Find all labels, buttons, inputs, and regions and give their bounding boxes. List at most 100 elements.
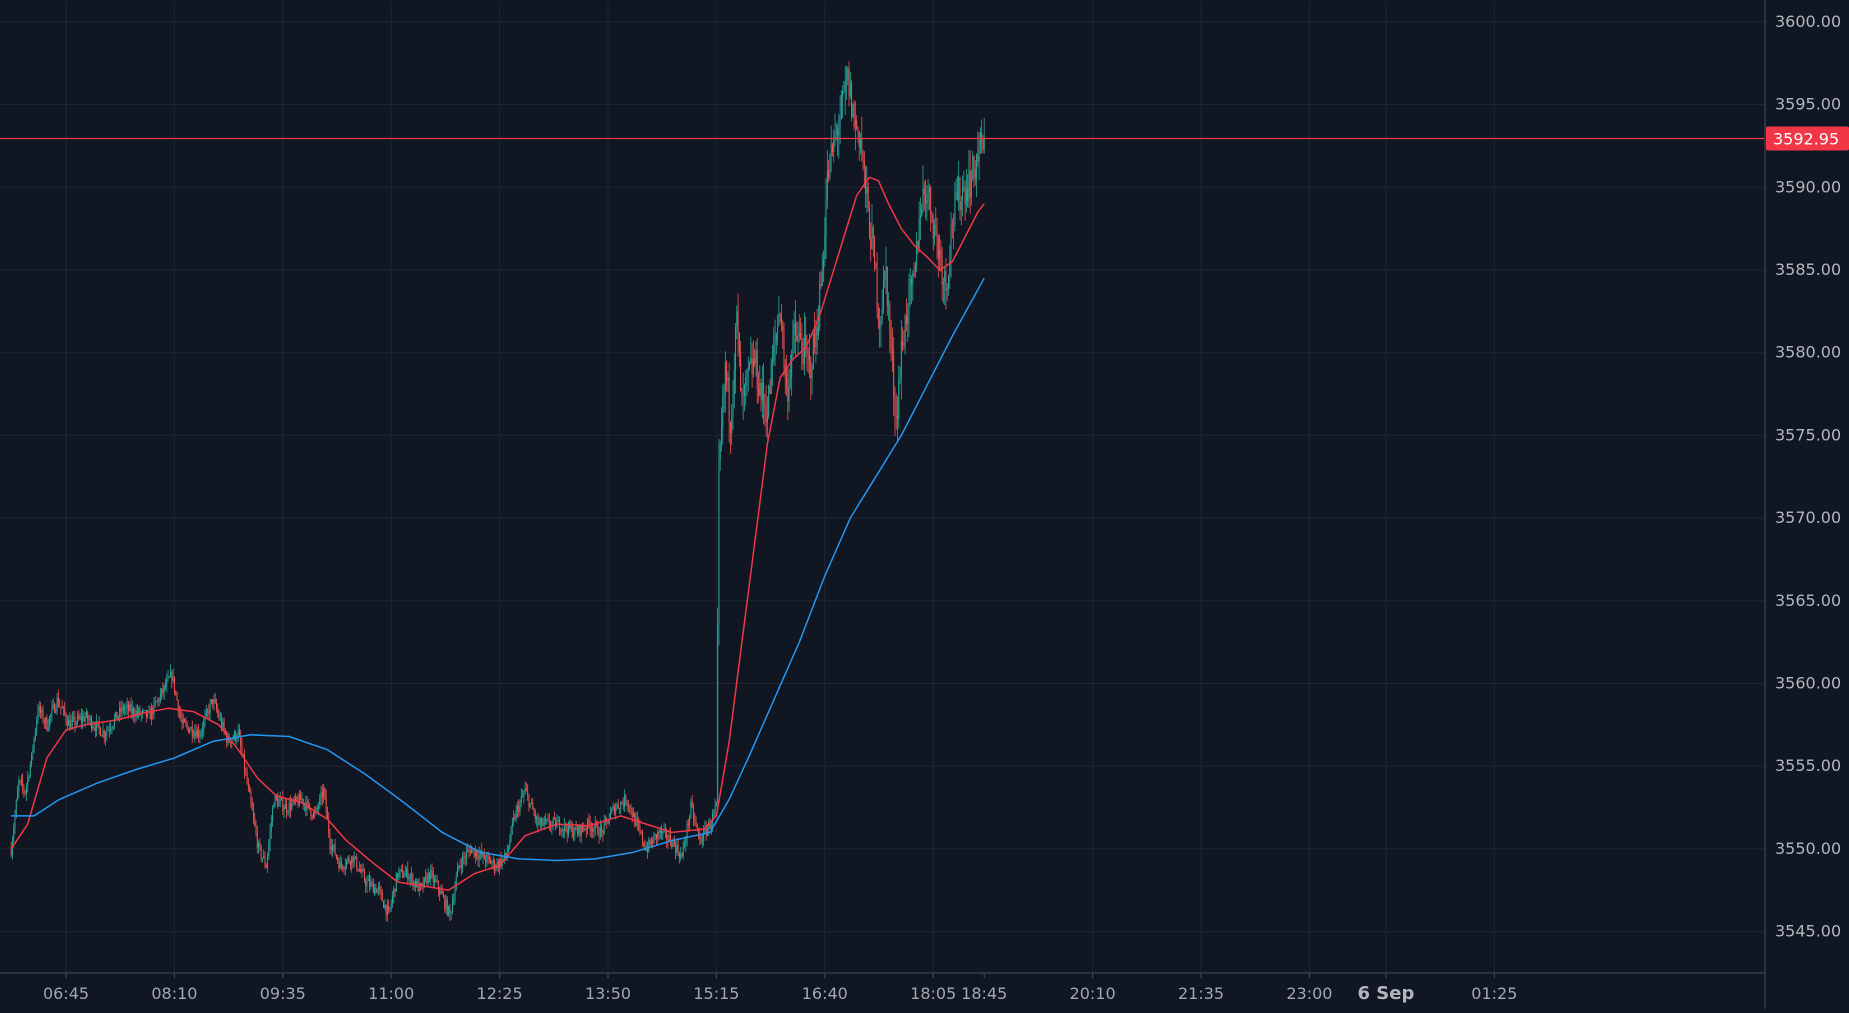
candle[interactable]	[676, 838, 678, 856]
candle[interactable]	[110, 721, 112, 735]
candle[interactable]	[339, 854, 341, 870]
candle[interactable]	[914, 261, 916, 279]
candle[interactable]	[654, 833, 656, 841]
candle[interactable]	[479, 849, 481, 861]
candle[interactable]	[247, 777, 249, 792]
candle[interactable]	[742, 372, 744, 420]
candle[interactable]	[111, 726, 113, 735]
candle[interactable]	[530, 798, 532, 805]
candle[interactable]	[738, 332, 740, 367]
candle[interactable]	[944, 267, 946, 306]
candle[interactable]	[369, 871, 371, 892]
candle[interactable]	[138, 706, 140, 720]
candle[interactable]	[602, 829, 604, 842]
candle[interactable]	[913, 262, 915, 278]
candle[interactable]	[787, 366, 789, 420]
candle[interactable]	[120, 700, 122, 721]
candle[interactable]	[899, 366, 901, 385]
candle[interactable]	[328, 812, 330, 838]
candle[interactable]	[593, 825, 595, 838]
candle[interactable]	[894, 386, 896, 437]
candle[interactable]	[860, 132, 862, 155]
candle[interactable]	[105, 731, 107, 746]
candle[interactable]	[909, 267, 911, 307]
candle[interactable]	[778, 295, 780, 327]
candle[interactable]	[70, 714, 72, 731]
candle[interactable]	[486, 851, 488, 867]
candle[interactable]	[874, 235, 876, 272]
candle[interactable]	[745, 370, 747, 406]
candle[interactable]	[59, 698, 61, 708]
candle[interactable]	[83, 711, 85, 723]
candle[interactable]	[508, 845, 510, 853]
candle[interactable]	[621, 800, 623, 805]
candle[interactable]	[340, 856, 342, 871]
candle[interactable]	[85, 708, 87, 719]
candle[interactable]	[681, 852, 683, 859]
candle[interactable]	[39, 701, 41, 719]
candle[interactable]	[335, 854, 337, 860]
candle[interactable]	[377, 882, 379, 896]
candle[interactable]	[121, 700, 123, 718]
candle[interactable]	[312, 810, 314, 820]
candle[interactable]	[835, 122, 837, 141]
candle[interactable]	[765, 385, 767, 437]
candle[interactable]	[782, 319, 784, 349]
candle[interactable]	[862, 149, 864, 172]
candle[interactable]	[296, 795, 298, 802]
candle[interactable]	[807, 347, 809, 374]
candle[interactable]	[819, 271, 821, 332]
candle[interactable]	[757, 371, 759, 403]
candle[interactable]	[731, 404, 733, 446]
candle[interactable]	[845, 65, 847, 100]
candle[interactable]	[408, 873, 410, 883]
candle[interactable]	[50, 713, 52, 725]
candle[interactable]	[434, 874, 436, 888]
candle[interactable]	[189, 727, 191, 735]
candle[interactable]	[393, 885, 395, 904]
candle[interactable]	[448, 905, 450, 917]
candle[interactable]	[87, 710, 89, 725]
candle[interactable]	[774, 319, 776, 367]
candle[interactable]	[55, 704, 57, 715]
candle[interactable]	[10, 841, 12, 858]
candle[interactable]	[871, 203, 873, 250]
candle[interactable]	[792, 319, 794, 361]
candle[interactable]	[125, 701, 127, 715]
candle[interactable]	[298, 789, 300, 807]
candle[interactable]	[250, 788, 252, 808]
candle[interactable]	[562, 828, 564, 839]
candle[interactable]	[824, 216, 826, 267]
candle[interactable]	[615, 802, 617, 820]
candle[interactable]	[848, 61, 850, 107]
candle[interactable]	[685, 835, 687, 853]
candle[interactable]	[571, 821, 573, 839]
candle[interactable]	[147, 709, 149, 719]
candle[interactable]	[940, 239, 942, 272]
candle[interactable]	[300, 790, 302, 801]
candle[interactable]	[52, 697, 54, 710]
candle[interactable]	[580, 824, 582, 844]
candle[interactable]	[464, 852, 466, 867]
candle[interactable]	[515, 804, 517, 823]
candle[interactable]	[672, 837, 674, 848]
candle[interactable]	[921, 203, 923, 217]
candle[interactable]	[710, 820, 712, 835]
candle[interactable]	[430, 864, 432, 886]
candle[interactable]	[958, 160, 960, 211]
candle[interactable]	[735, 322, 737, 394]
candle[interactable]	[184, 718, 186, 723]
candle[interactable]	[953, 213, 955, 249]
candle[interactable]	[976, 153, 978, 198]
candle[interactable]	[163, 684, 165, 701]
candle[interactable]	[756, 337, 758, 405]
candle[interactable]	[425, 869, 427, 883]
candle[interactable]	[556, 814, 558, 828]
candle[interactable]	[511, 817, 513, 836]
candle[interactable]	[78, 709, 80, 722]
candle[interactable]	[106, 725, 108, 742]
candle[interactable]	[18, 776, 20, 799]
candle[interactable]	[101, 735, 103, 737]
candle[interactable]	[648, 836, 650, 853]
